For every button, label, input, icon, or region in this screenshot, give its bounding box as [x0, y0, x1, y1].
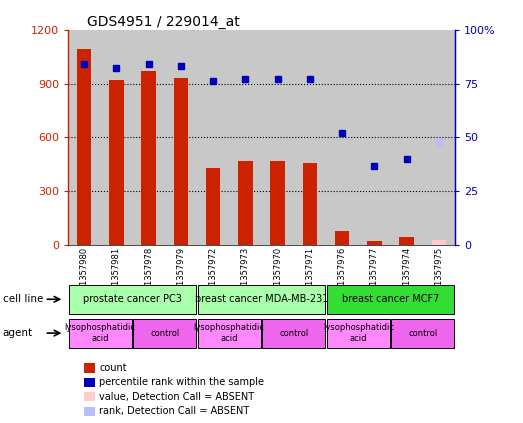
Text: control: control	[408, 329, 437, 338]
Bar	[229, 30, 262, 245]
Bar	[132, 30, 165, 245]
Bar	[391, 30, 423, 245]
Bar	[423, 30, 455, 245]
Bar	[270, 161, 285, 245]
Bar	[367, 241, 382, 245]
Bar	[174, 78, 188, 245]
Text: percentile rank within the sample: percentile rank within the sample	[99, 377, 264, 387]
Bar	[262, 319, 325, 348]
Text: rank, Detection Call = ABSENT: rank, Detection Call = ABSENT	[99, 406, 249, 416]
Bar	[100, 30, 132, 245]
Text: prostate cancer PC3: prostate cancer PC3	[83, 294, 182, 304]
Bar	[294, 30, 326, 245]
Bar	[69, 285, 196, 314]
Bar	[327, 319, 390, 348]
Text: lysophosphatidic
acid: lysophosphatidic acid	[65, 324, 136, 343]
Text: count: count	[99, 363, 127, 373]
Text: lysophosphatidic
acid: lysophosphatidic acid	[323, 324, 394, 343]
Text: breast cancer MCF7: breast cancer MCF7	[342, 294, 439, 304]
Text: control: control	[150, 329, 179, 338]
Bar	[358, 30, 391, 245]
Bar	[69, 319, 132, 348]
Bar	[165, 30, 197, 245]
Bar	[327, 285, 454, 314]
Text: GDS4951 / 229014_at: GDS4951 / 229014_at	[87, 14, 240, 29]
Bar	[206, 168, 220, 245]
Bar	[335, 231, 349, 245]
Text: control: control	[279, 329, 309, 338]
Text: agent: agent	[3, 328, 33, 338]
Bar	[77, 49, 92, 245]
Bar	[68, 30, 100, 245]
Bar	[391, 319, 454, 348]
Text: value, Detection Call = ABSENT: value, Detection Call = ABSENT	[99, 392, 255, 402]
Bar	[197, 30, 229, 245]
Bar	[303, 163, 317, 245]
Bar	[262, 30, 294, 245]
Bar	[133, 319, 196, 348]
Bar	[198, 319, 261, 348]
Text: cell line: cell line	[3, 294, 43, 304]
Bar	[431, 240, 446, 245]
Bar	[109, 80, 123, 245]
Text: breast cancer MDA-MB-231: breast cancer MDA-MB-231	[195, 294, 328, 304]
Bar	[326, 30, 358, 245]
Bar	[400, 237, 414, 245]
Bar	[141, 71, 156, 245]
Bar	[238, 161, 253, 245]
Bar	[198, 285, 325, 314]
Text: lysophosphatidic
acid: lysophosphatidic acid	[194, 324, 265, 343]
